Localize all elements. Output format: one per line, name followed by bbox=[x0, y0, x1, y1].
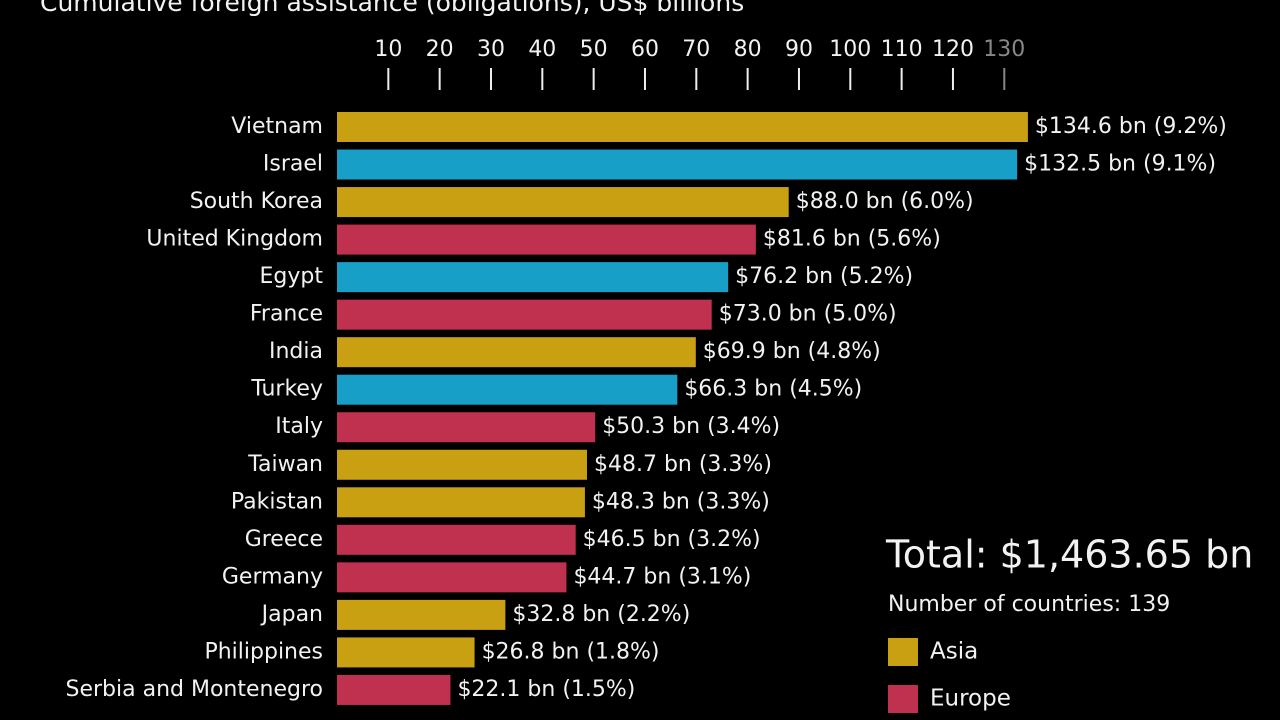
value-label: $32.8 bn (2.2%) bbox=[512, 602, 690, 627]
y-tick-label: Taiwan bbox=[247, 452, 323, 477]
value-label: $81.6 bn (5.6%) bbox=[763, 227, 941, 252]
x-tick-label: 110 bbox=[881, 37, 923, 62]
x-tick-label: 50 bbox=[580, 37, 608, 62]
bar bbox=[337, 337, 696, 368]
value-label: $26.8 bn (1.8%) bbox=[482, 639, 660, 664]
value-label: $88.0 bn (6.0%) bbox=[796, 189, 974, 214]
legend-swatch bbox=[888, 685, 918, 713]
bar bbox=[337, 674, 451, 705]
legend-label: Asia bbox=[930, 639, 978, 665]
value-label: $46.5 bn (3.2%) bbox=[583, 527, 761, 552]
y-tick-label: Egypt bbox=[260, 264, 324, 289]
x-tick-label: 40 bbox=[528, 37, 556, 62]
x-tick-label: 90 bbox=[785, 37, 813, 62]
x-tick-label: 120 bbox=[932, 37, 974, 62]
bar bbox=[337, 299, 712, 330]
value-label: $22.1 bn (1.5%) bbox=[457, 677, 635, 702]
value-label: $69.9 bn (4.8%) bbox=[703, 339, 881, 364]
y-tick-label: Israel bbox=[263, 152, 323, 177]
bar bbox=[337, 487, 585, 518]
y-tick-label: Germany bbox=[222, 564, 323, 589]
legend-swatch bbox=[888, 638, 918, 666]
y-tick-label: Philippines bbox=[204, 639, 323, 664]
y-tick-label: Serbia and Montenegro bbox=[66, 677, 324, 702]
value-label: $66.3 bn (4.5%) bbox=[684, 377, 862, 402]
x-tick-label: 30 bbox=[477, 37, 505, 62]
x-tick-label: 10 bbox=[374, 37, 402, 62]
value-label: $50.3 bn (3.4%) bbox=[602, 414, 780, 439]
x-tick-label: 80 bbox=[734, 37, 762, 62]
x-tick-label: 20 bbox=[426, 37, 454, 62]
x-tick-label: 100 bbox=[829, 37, 871, 62]
y-tick-label: Italy bbox=[275, 414, 323, 439]
value-label: $73.0 bn (5.0%) bbox=[719, 302, 897, 327]
bar bbox=[337, 187, 789, 218]
y-tick-label: United Kingdom bbox=[146, 227, 323, 252]
value-label: $132.5 bn (9.1%) bbox=[1024, 152, 1216, 177]
y-tick-label: India bbox=[269, 339, 323, 364]
value-label: $134.6 bn (9.2%) bbox=[1035, 114, 1227, 139]
legend-label: Europe bbox=[930, 686, 1011, 712]
x-tick-label: 130 bbox=[983, 37, 1025, 62]
bar bbox=[337, 599, 506, 630]
y-tick-label: Vietnam bbox=[231, 114, 323, 139]
value-label: $48.3 bn (3.3%) bbox=[592, 489, 770, 514]
y-tick-label: Greece bbox=[245, 527, 323, 552]
value-label: $76.2 bn (5.2%) bbox=[735, 264, 913, 289]
chart-title: Cumulative foreign assistance (obligatio… bbox=[40, 0, 744, 17]
countries-note: Number of countries: 139 bbox=[888, 592, 1170, 617]
x-tick-label: 60 bbox=[631, 37, 659, 62]
y-tick-label: Turkey bbox=[250, 377, 323, 402]
value-label: $44.7 bn (3.1%) bbox=[573, 564, 751, 589]
bar bbox=[337, 149, 1018, 180]
bar bbox=[337, 374, 678, 405]
bar bbox=[337, 449, 587, 480]
bar bbox=[337, 412, 596, 443]
bar bbox=[337, 524, 576, 555]
y-tick-label: South Korea bbox=[190, 189, 323, 214]
bar bbox=[337, 562, 567, 593]
x-tick-label: 70 bbox=[682, 37, 710, 62]
total: Total: $1,463.65 bn bbox=[885, 533, 1253, 577]
bar bbox=[337, 224, 756, 255]
y-tick-label: Japan bbox=[260, 602, 323, 627]
bar bbox=[337, 262, 729, 293]
bar bbox=[337, 112, 1028, 142]
y-tick-label: Pakistan bbox=[231, 489, 323, 514]
bar bbox=[337, 637, 475, 668]
y-tick-label: France bbox=[250, 302, 323, 327]
value-label: $48.7 bn (3.3%) bbox=[594, 452, 772, 477]
